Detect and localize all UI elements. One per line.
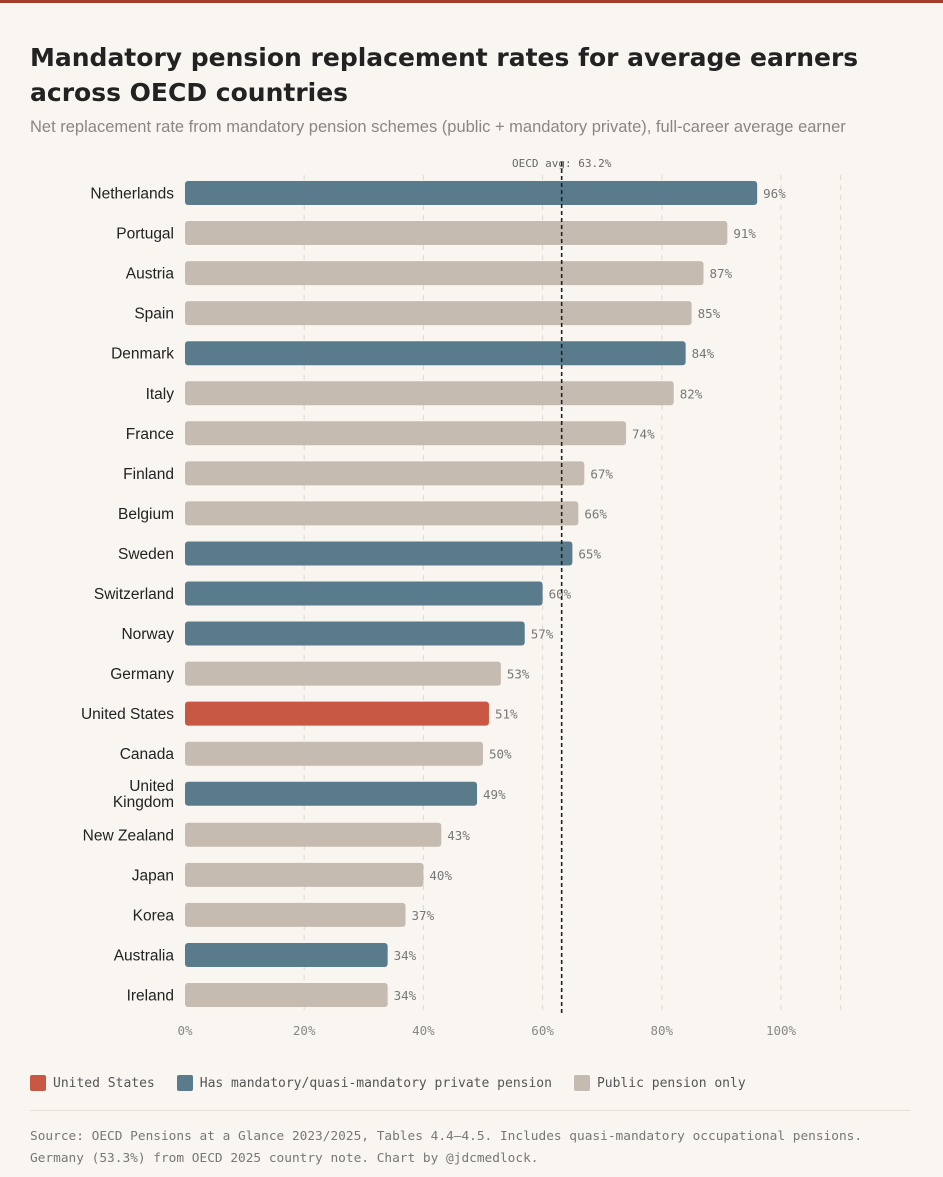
- legend-swatch-us: [30, 1075, 46, 1091]
- bar-value-label: 85%: [698, 306, 721, 321]
- country-label: Korea: [133, 907, 175, 924]
- legend-item-us: United States: [30, 1075, 155, 1091]
- legend-swatch-private: [176, 1075, 193, 1091]
- bar: [185, 741, 483, 766]
- bar-value-label: 65%: [578, 546, 601, 561]
- x-tick-label: 100%: [766, 1023, 797, 1038]
- bar: [185, 341, 686, 366]
- bar: [185, 221, 728, 246]
- bar-value-label: 74%: [632, 426, 655, 441]
- chart-title: Mandatory pension replacement rates for …: [30, 43, 859, 107]
- legend-swatch-public: [573, 1075, 590, 1091]
- country-label: Australia: [114, 947, 175, 964]
- legend-label-public: Public pension only: [596, 1075, 746, 1091]
- x-tick-label: 20%: [293, 1023, 316, 1038]
- bar: [185, 301, 692, 326]
- country-label: United Kingdom: [113, 778, 174, 811]
- bar: [185, 381, 674, 406]
- chart-subtitle: Net replacement rate from mandatory pens…: [30, 118, 846, 136]
- bar-value-label: 49%: [483, 787, 506, 802]
- bar: [185, 501, 579, 526]
- country-label: United States: [81, 706, 174, 723]
- country-label: Spain: [134, 306, 174, 323]
- bar-value-label: 82%: [680, 386, 703, 401]
- country-label: Belgium: [118, 506, 174, 523]
- country-label: Denmark: [111, 346, 174, 363]
- x-tick-label: 80%: [651, 1023, 674, 1038]
- bar-chart: 0% 20% 40% 60% 80% 100% 96% Netherlands 91% Portu…: [81, 157, 842, 1038]
- bar-value-label: 84%: [692, 346, 715, 361]
- country-label: Italy: [146, 386, 175, 403]
- x-tick-label: 40%: [412, 1023, 435, 1038]
- bar: [185, 942, 388, 967]
- bar: [185, 621, 525, 646]
- country-label: Sweden: [118, 546, 174, 563]
- bar: [185, 822, 442, 847]
- bar: [185, 461, 585, 486]
- bar-value-label: 67%: [590, 466, 613, 481]
- bar-value-label: 60%: [549, 587, 572, 602]
- bar-value-label: 51%: [495, 707, 518, 722]
- bar-value-label: 57%: [531, 627, 554, 642]
- country-label: Netherlands: [90, 186, 174, 203]
- country-label: Portugal: [116, 226, 174, 243]
- bar-value-label: 66%: [584, 506, 607, 521]
- bar-value-label: 43%: [447, 828, 470, 843]
- source-note: Source: OECD Pensions at a Glance 2023/2…: [30, 1129, 863, 1166]
- bar-value-label: 53%: [507, 667, 530, 682]
- bar: [185, 181, 758, 205]
- oecd-average-label: OECD avg: 63.2%: [512, 157, 612, 170]
- bar: [185, 701, 489, 726]
- bar: [185, 261, 704, 286]
- legend-label-private: Has mandatory/quasi-mandatory private pe…: [199, 1075, 552, 1091]
- bar: [185, 983, 388, 1007]
- country-label: Norway: [121, 626, 174, 643]
- footer-divider: [30, 1110, 910, 1111]
- top-accent-bar: [0, 0, 943, 3]
- bar: [185, 661, 501, 686]
- country-label: Ireland: [127, 988, 174, 1005]
- legend-item-public: Public pension only: [573, 1075, 746, 1091]
- bar-value-label: 50%: [489, 747, 512, 762]
- x-tick-label: 60%: [531, 1023, 554, 1038]
- x-tick-label: 0%: [177, 1023, 193, 1038]
- bar-value-label: 37%: [412, 908, 435, 923]
- bar-value-label: 34%: [394, 988, 417, 1003]
- legend-item-private: Has mandatory/quasi-mandatory private pe…: [176, 1075, 552, 1091]
- bar-value-label: 96%: [763, 186, 786, 201]
- country-label: Finland: [123, 466, 174, 483]
- country-label: France: [126, 426, 174, 443]
- bar: [185, 781, 478, 806]
- legend: United States Has mandatory/quasi-mandat…: [30, 1073, 768, 1093]
- country-label: Austria: [126, 266, 175, 283]
- bar-value-label: 91%: [733, 226, 756, 241]
- bar: [185, 581, 543, 606]
- country-label: Canada: [120, 746, 175, 763]
- legend-label-us: United States: [53, 1075, 155, 1091]
- country-label: Japan: [132, 867, 174, 884]
- bar-value-label: 87%: [710, 266, 733, 281]
- bar: [185, 541, 573, 566]
- bar: [185, 902, 406, 927]
- bar: [185, 862, 424, 887]
- country-label: New Zealand: [83, 827, 174, 844]
- country-label: Germany: [110, 666, 174, 683]
- country-label: Switzerland: [94, 586, 174, 603]
- bar-value-label: 40%: [429, 868, 452, 883]
- bar-value-label: 34%: [394, 948, 417, 963]
- bar: [185, 421, 627, 446]
